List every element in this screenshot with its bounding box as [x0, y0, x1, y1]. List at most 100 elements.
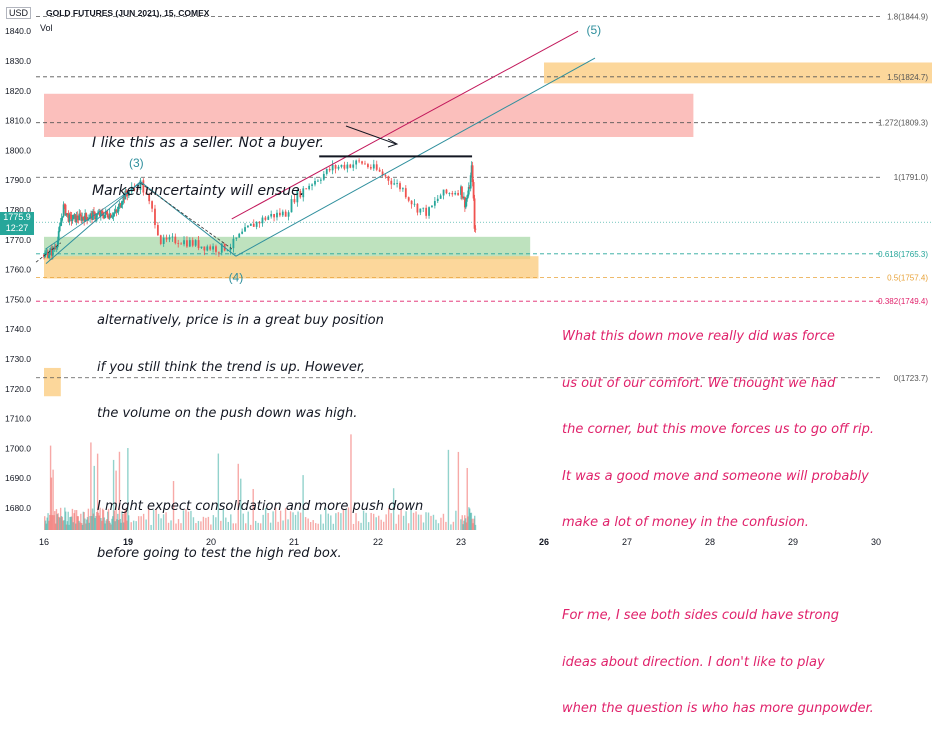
- candle-body: [114, 209, 117, 213]
- candle-body: [65, 213, 68, 216]
- candle-body: [270, 213, 273, 217]
- volume-bar: [378, 515, 380, 530]
- candle-body: [100, 211, 103, 213]
- down-move-note-line: ideas about direction. I don't like to p…: [562, 654, 825, 670]
- volume-bar: [392, 488, 395, 530]
- gold-futures-chart[interactable]: 1680.0 1690.0 1700.0 1710.0 1720.0 1730.0 1740…: [0, 0, 932, 550]
- wave-label: (3): [129, 156, 144, 170]
- candle-body: [93, 211, 95, 213]
- candle-body: [105, 211, 108, 214]
- candle-body: [97, 213, 99, 215]
- candle-body: [48, 255, 50, 258]
- volume-bar: [53, 515, 55, 530]
- down-move-note-line: ​: [562, 562, 874, 578]
- volume-bar: [445, 521, 447, 530]
- volume-bar: [350, 434, 352, 530]
- y-tick-label: 1790.0: [5, 175, 31, 185]
- candle-body: [361, 161, 363, 164]
- volume-bar: [74, 510, 76, 530]
- candle-body: [186, 240, 188, 247]
- candle-body: [123, 195, 126, 200]
- x-tick-label: 23: [456, 537, 466, 547]
- candle-body: [319, 179, 322, 181]
- candle-body: [142, 180, 145, 193]
- candle-body: [384, 175, 387, 177]
- candle-body: [68, 214, 71, 222]
- volume-bar: [372, 513, 375, 530]
- candle-body: [442, 189, 445, 196]
- volume-bar: [49, 514, 51, 530]
- candle-body: [58, 226, 61, 232]
- candle-body: [244, 227, 246, 232]
- volume-bar: [167, 522, 170, 530]
- candle-body: [165, 237, 168, 240]
- candle-body: [171, 236, 174, 238]
- candle-body: [261, 217, 264, 224]
- volume-bar: [340, 513, 342, 530]
- volume-bar: [185, 508, 187, 530]
- zone-orange: [44, 256, 539, 279]
- volume-bar: [122, 522, 125, 530]
- candle-body: [317, 180, 319, 182]
- volume-bar: [464, 515, 466, 530]
- candle-body: [445, 189, 448, 194]
- candle-body: [103, 214, 106, 219]
- candle-body: [84, 213, 87, 222]
- candle-body: [413, 203, 416, 205]
- volume-bar: [242, 513, 244, 530]
- price-badge-countdown: 12:27: [5, 223, 29, 233]
- volume-bar: [80, 513, 82, 530]
- volume-bar: [103, 517, 106, 530]
- down-move-note: What this down move really did was force…: [562, 298, 874, 732]
- buy-note-line: I might expect consolidation and more pu…: [97, 499, 424, 514]
- candle-body: [82, 216, 85, 219]
- volume-bar: [302, 475, 304, 530]
- volume-bar: [473, 518, 475, 530]
- candle-body: [284, 211, 287, 217]
- volume-bar: [59, 517, 61, 530]
- candle-body: [436, 198, 439, 202]
- currency-label[interactable]: USD: [6, 7, 32, 19]
- candle-body: [191, 240, 194, 246]
- candle-body: [399, 183, 401, 190]
- candle-body: [197, 240, 200, 249]
- volume-bar: [152, 509, 155, 530]
- volume-bar: [104, 523, 106, 530]
- candle-body: [431, 205, 433, 208]
- volume-bar: [180, 523, 182, 530]
- candle-body: [462, 196, 464, 199]
- candle-body: [200, 246, 203, 249]
- volume-bar: [157, 513, 160, 530]
- candle-body: [454, 193, 457, 195]
- candle-body: [162, 237, 165, 244]
- volume-bar: [93, 465, 95, 530]
- candle-body: [325, 168, 328, 174]
- volume-bar: [332, 523, 335, 530]
- volume-bar: [123, 511, 126, 530]
- candle-body: [252, 223, 255, 227]
- volume-bar: [317, 523, 319, 530]
- volume-bar: [447, 449, 450, 530]
- volume-bar: [397, 514, 400, 530]
- candle-body: [98, 212, 101, 217]
- volume-bar: [73, 513, 75, 530]
- volume-bar: [86, 517, 89, 530]
- volume-bar: [114, 521, 116, 530]
- candle-body: [66, 213, 69, 214]
- candle-body: [258, 221, 261, 224]
- arrow-line: [345, 125, 397, 145]
- volume-bar: [52, 469, 54, 530]
- candle-body: [299, 191, 302, 198]
- volume-bar: [102, 510, 105, 530]
- x-tick-label: 22: [373, 537, 383, 547]
- candle-body: [64, 204, 67, 216]
- candle-body: [367, 164, 369, 168]
- volume-bar: [327, 513, 329, 530]
- volume-bar: [474, 515, 476, 530]
- price-badge: 1775.9 12:27: [0, 212, 34, 235]
- volume-bar: [87, 508, 90, 530]
- fib-level-label: 1.272(1809.3): [878, 119, 928, 128]
- volume-bar: [297, 511, 299, 530]
- candle-body: [390, 180, 393, 185]
- volume-bar: [140, 516, 142, 530]
